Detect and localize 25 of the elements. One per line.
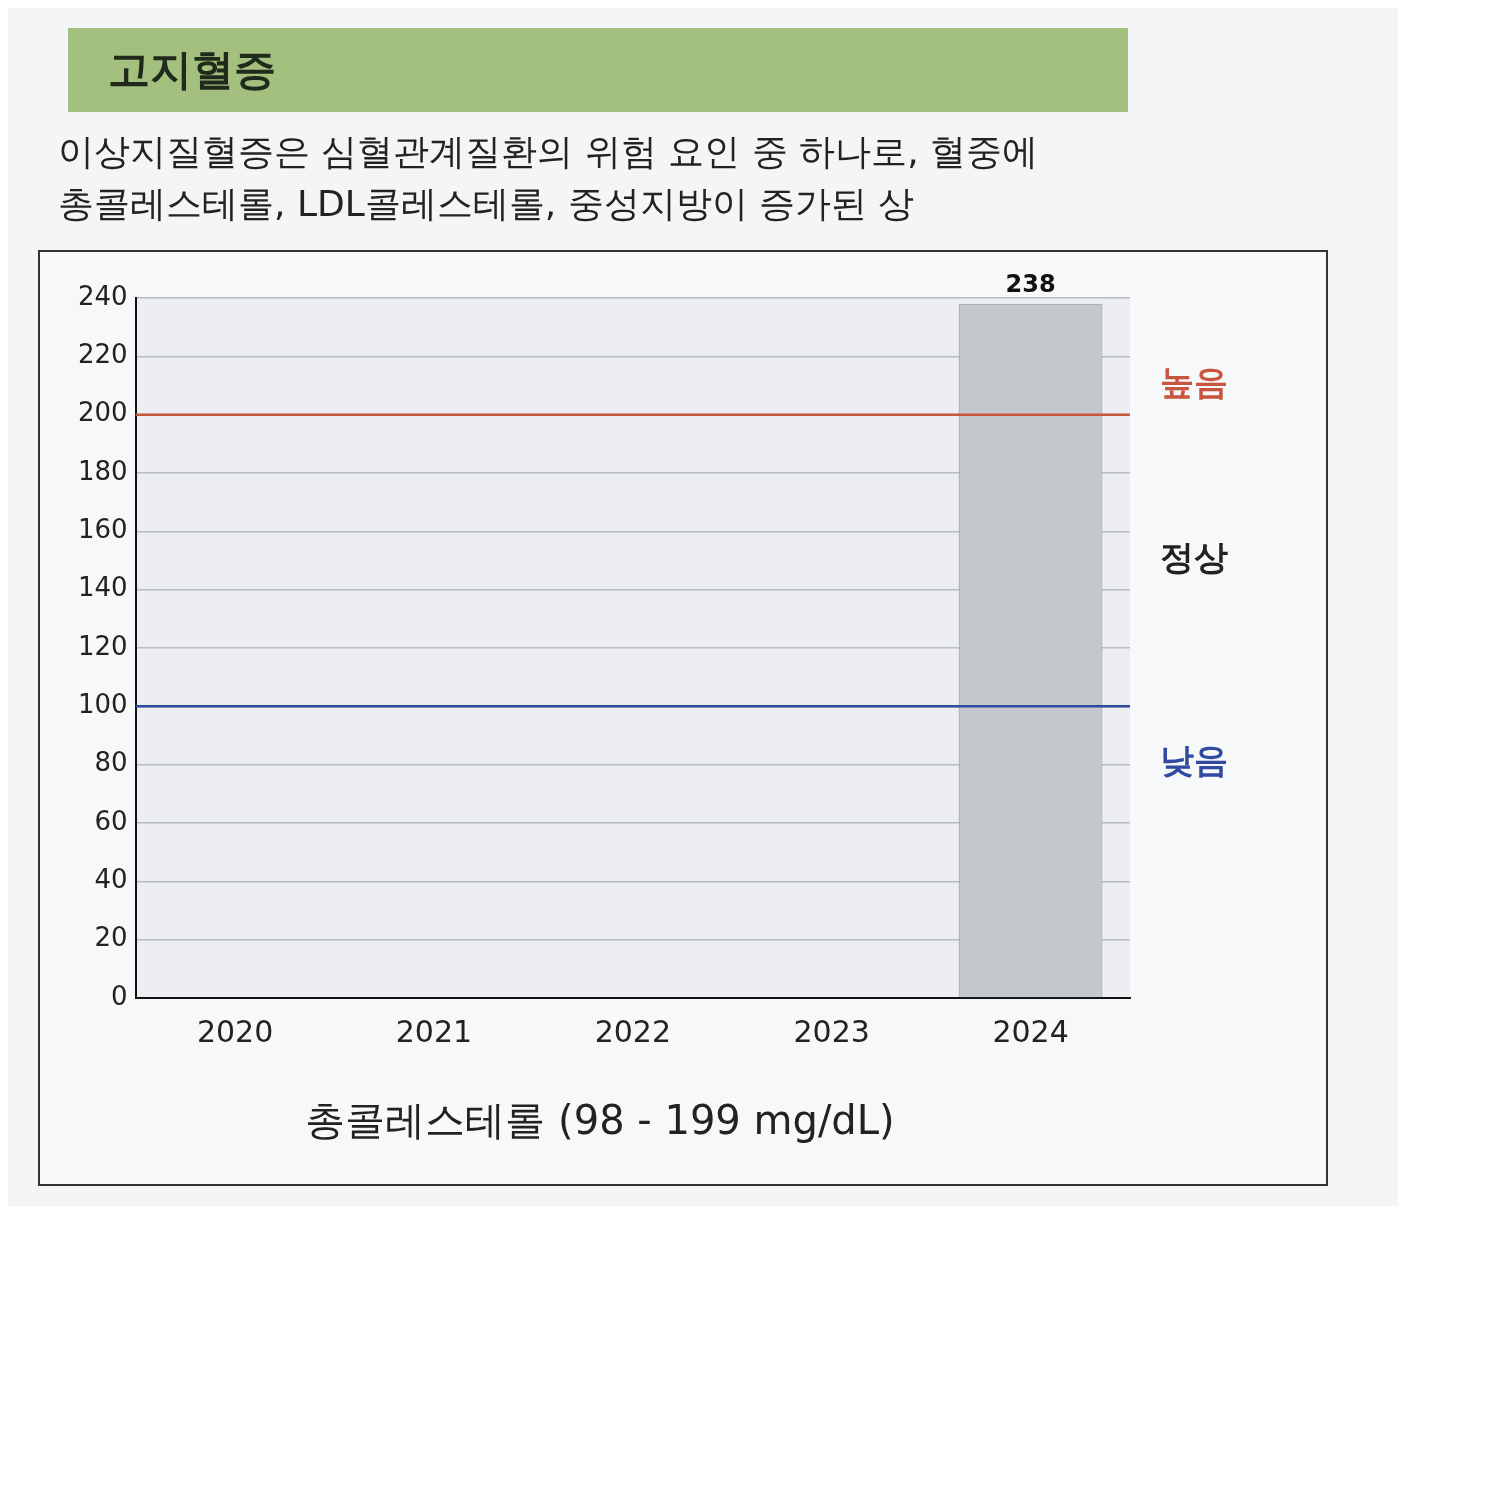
y-tick-label: 240 — [77, 281, 128, 312]
text: 정상 — [1160, 537, 1228, 578]
y-tick-label: 20 — [94, 922, 128, 953]
y-tick-label: 80 — [94, 747, 128, 778]
x-tick-label: 2023 — [793, 1014, 870, 1050]
text: 고지혈증 — [68, 28, 1128, 112]
y-tick-label: 140 — [77, 572, 128, 603]
y-tick-label: 100 — [77, 689, 128, 720]
data-label: 238 — [1005, 270, 1056, 299]
x-tick-label: 2022 — [594, 1014, 671, 1050]
text: 이상지질혈증은 심혈관계질환의 위험 요인 중 하나로, 혈중에 총콜레스테롤, LDL콜레스테롤, 중성지방이 증가된 상 — [58, 130, 1040, 227]
y-tick-label: 40 — [94, 864, 128, 895]
y-tick-label: 180 — [77, 456, 128, 487]
x-tick-label: 2024 — [992, 1014, 1069, 1050]
y-tick-label: 120 — [77, 631, 128, 662]
ref-line-label: 낮음 — [1160, 740, 1228, 781]
y-tick-label: 200 — [77, 397, 128, 428]
x-tick-label: 2020 — [196, 1014, 274, 1050]
x-tick-label: 2021 — [395, 1014, 473, 1050]
y-tick-label: 60 — [94, 806, 128, 837]
text: 총콜레스테롤 (98 - 199 mg/dL) — [305, 1097, 895, 1144]
ref-line-label: 높음 — [1160, 362, 1228, 403]
y-tick-label: 160 — [77, 514, 128, 545]
y-tick-label: 0 — [111, 981, 128, 1012]
y-tick-label: 220 — [77, 339, 128, 370]
